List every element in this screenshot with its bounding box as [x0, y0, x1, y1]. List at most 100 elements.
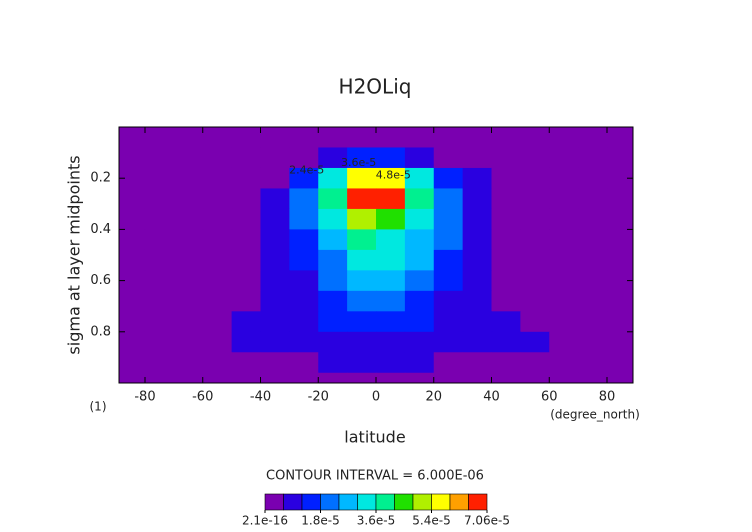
- x-units: (degree_north): [550, 408, 640, 422]
- colorbar-label: 7.06e-5: [464, 514, 510, 528]
- contour-cell: [119, 249, 146, 271]
- contour-cell: [433, 311, 464, 333]
- colorbar-box: [320, 493, 340, 511]
- contour-cell: [173, 352, 204, 374]
- contour-cell: [376, 208, 406, 230]
- contour-cell: [260, 290, 290, 312]
- contour-cell: [202, 311, 233, 333]
- contour-cell: [607, 372, 633, 383]
- contour-cell: [549, 167, 579, 189]
- contour-cell: [462, 167, 493, 189]
- contour-cell: [376, 290, 406, 312]
- contour-cell: [462, 188, 493, 210]
- contour-cell: [491, 167, 521, 189]
- contour-cell: [578, 127, 608, 148]
- y-tick-label: 0.2: [90, 171, 111, 186]
- colorbar-box: [394, 493, 414, 511]
- x-tick-label: 60: [541, 390, 558, 405]
- contour-cell: [578, 208, 608, 230]
- contour-cell: [318, 331, 348, 353]
- contour-cell: [607, 147, 633, 169]
- contour-cell: [202, 208, 233, 230]
- contour-cell: [231, 208, 261, 230]
- contour-cell: [289, 167, 319, 189]
- contour-cell: [318, 229, 348, 251]
- contour-cell: [347, 229, 377, 251]
- contour-cell: [347, 290, 377, 312]
- x-tick-label: 80: [599, 390, 616, 405]
- contour-cell: [433, 249, 464, 271]
- contour-cell: [119, 208, 146, 230]
- contour-cell: [462, 229, 493, 251]
- contour-cell: [119, 331, 146, 353]
- contour-cell: [173, 229, 204, 251]
- contour-cell: [549, 229, 579, 251]
- contour-cell: [231, 249, 261, 271]
- contour-cell: [549, 270, 579, 292]
- contour-cell: [202, 167, 233, 189]
- contour-cell: [549, 331, 579, 353]
- contour-cell: [231, 311, 261, 333]
- contour-cell: [144, 331, 175, 353]
- contour-cell: [119, 290, 146, 312]
- contour-cell: [462, 372, 493, 383]
- contour-cell: [202, 229, 233, 251]
- contour-cell: [578, 290, 608, 312]
- y-tick-label: 0.6: [90, 273, 111, 288]
- contour-cell: [404, 372, 435, 383]
- contour-cell: [318, 167, 348, 189]
- contour-cell: [404, 229, 435, 251]
- contour-cell: [347, 147, 377, 169]
- contour-cell: [289, 249, 319, 271]
- contour-cell: [318, 127, 348, 148]
- contour-cell: [607, 290, 633, 312]
- contour-cell: [231, 147, 261, 169]
- contour-cell: [289, 127, 319, 148]
- contour-cell: [462, 352, 493, 374]
- contour-cell: [491, 147, 521, 169]
- contour-label: 3.6e-5: [341, 156, 376, 169]
- colorbar-box: [449, 493, 469, 511]
- contour-cell: [433, 208, 464, 230]
- x-axis-label: latitude: [344, 428, 405, 447]
- contour-cell: [549, 208, 579, 230]
- contour-cell: [376, 372, 406, 383]
- contour-cell: [173, 208, 204, 230]
- contour-cell: [260, 249, 290, 271]
- contour-cell: [119, 352, 146, 374]
- contour-cell: [433, 229, 464, 251]
- colorbar-box: [338, 493, 358, 511]
- contour-cell: [433, 147, 464, 169]
- contour-cell: [404, 311, 435, 333]
- contour-cell: [520, 249, 550, 271]
- contour-cell: [173, 127, 204, 148]
- contour-cell: [231, 127, 261, 148]
- contour-cell: [520, 311, 550, 333]
- contour-cell: [260, 311, 290, 333]
- contour-cell: [491, 249, 521, 271]
- contour-cell: [173, 331, 204, 353]
- contour-cell: [260, 127, 290, 148]
- contour-cell: [144, 270, 175, 292]
- contour-cell: [462, 127, 493, 148]
- contour-cell: [347, 249, 377, 271]
- contour-cell: [202, 127, 233, 148]
- contour-cell: [144, 249, 175, 271]
- contour-cell: [347, 331, 377, 353]
- contour-cell: [578, 352, 608, 374]
- contour-cell: [520, 127, 550, 148]
- colorbar-label: 1.8e-5: [301, 514, 339, 528]
- contour-cell: [578, 229, 608, 251]
- contour-cell: [433, 167, 464, 189]
- contour-cell: [549, 127, 579, 148]
- contour-cell: [491, 127, 521, 148]
- colorbar-box: [357, 493, 377, 511]
- contour-cell: [520, 352, 550, 374]
- x-tick-label: 20: [425, 390, 442, 405]
- contour-cell: [404, 290, 435, 312]
- contour-cell: [202, 352, 233, 374]
- contour-cell: [404, 352, 435, 374]
- contour-cell: [549, 290, 579, 312]
